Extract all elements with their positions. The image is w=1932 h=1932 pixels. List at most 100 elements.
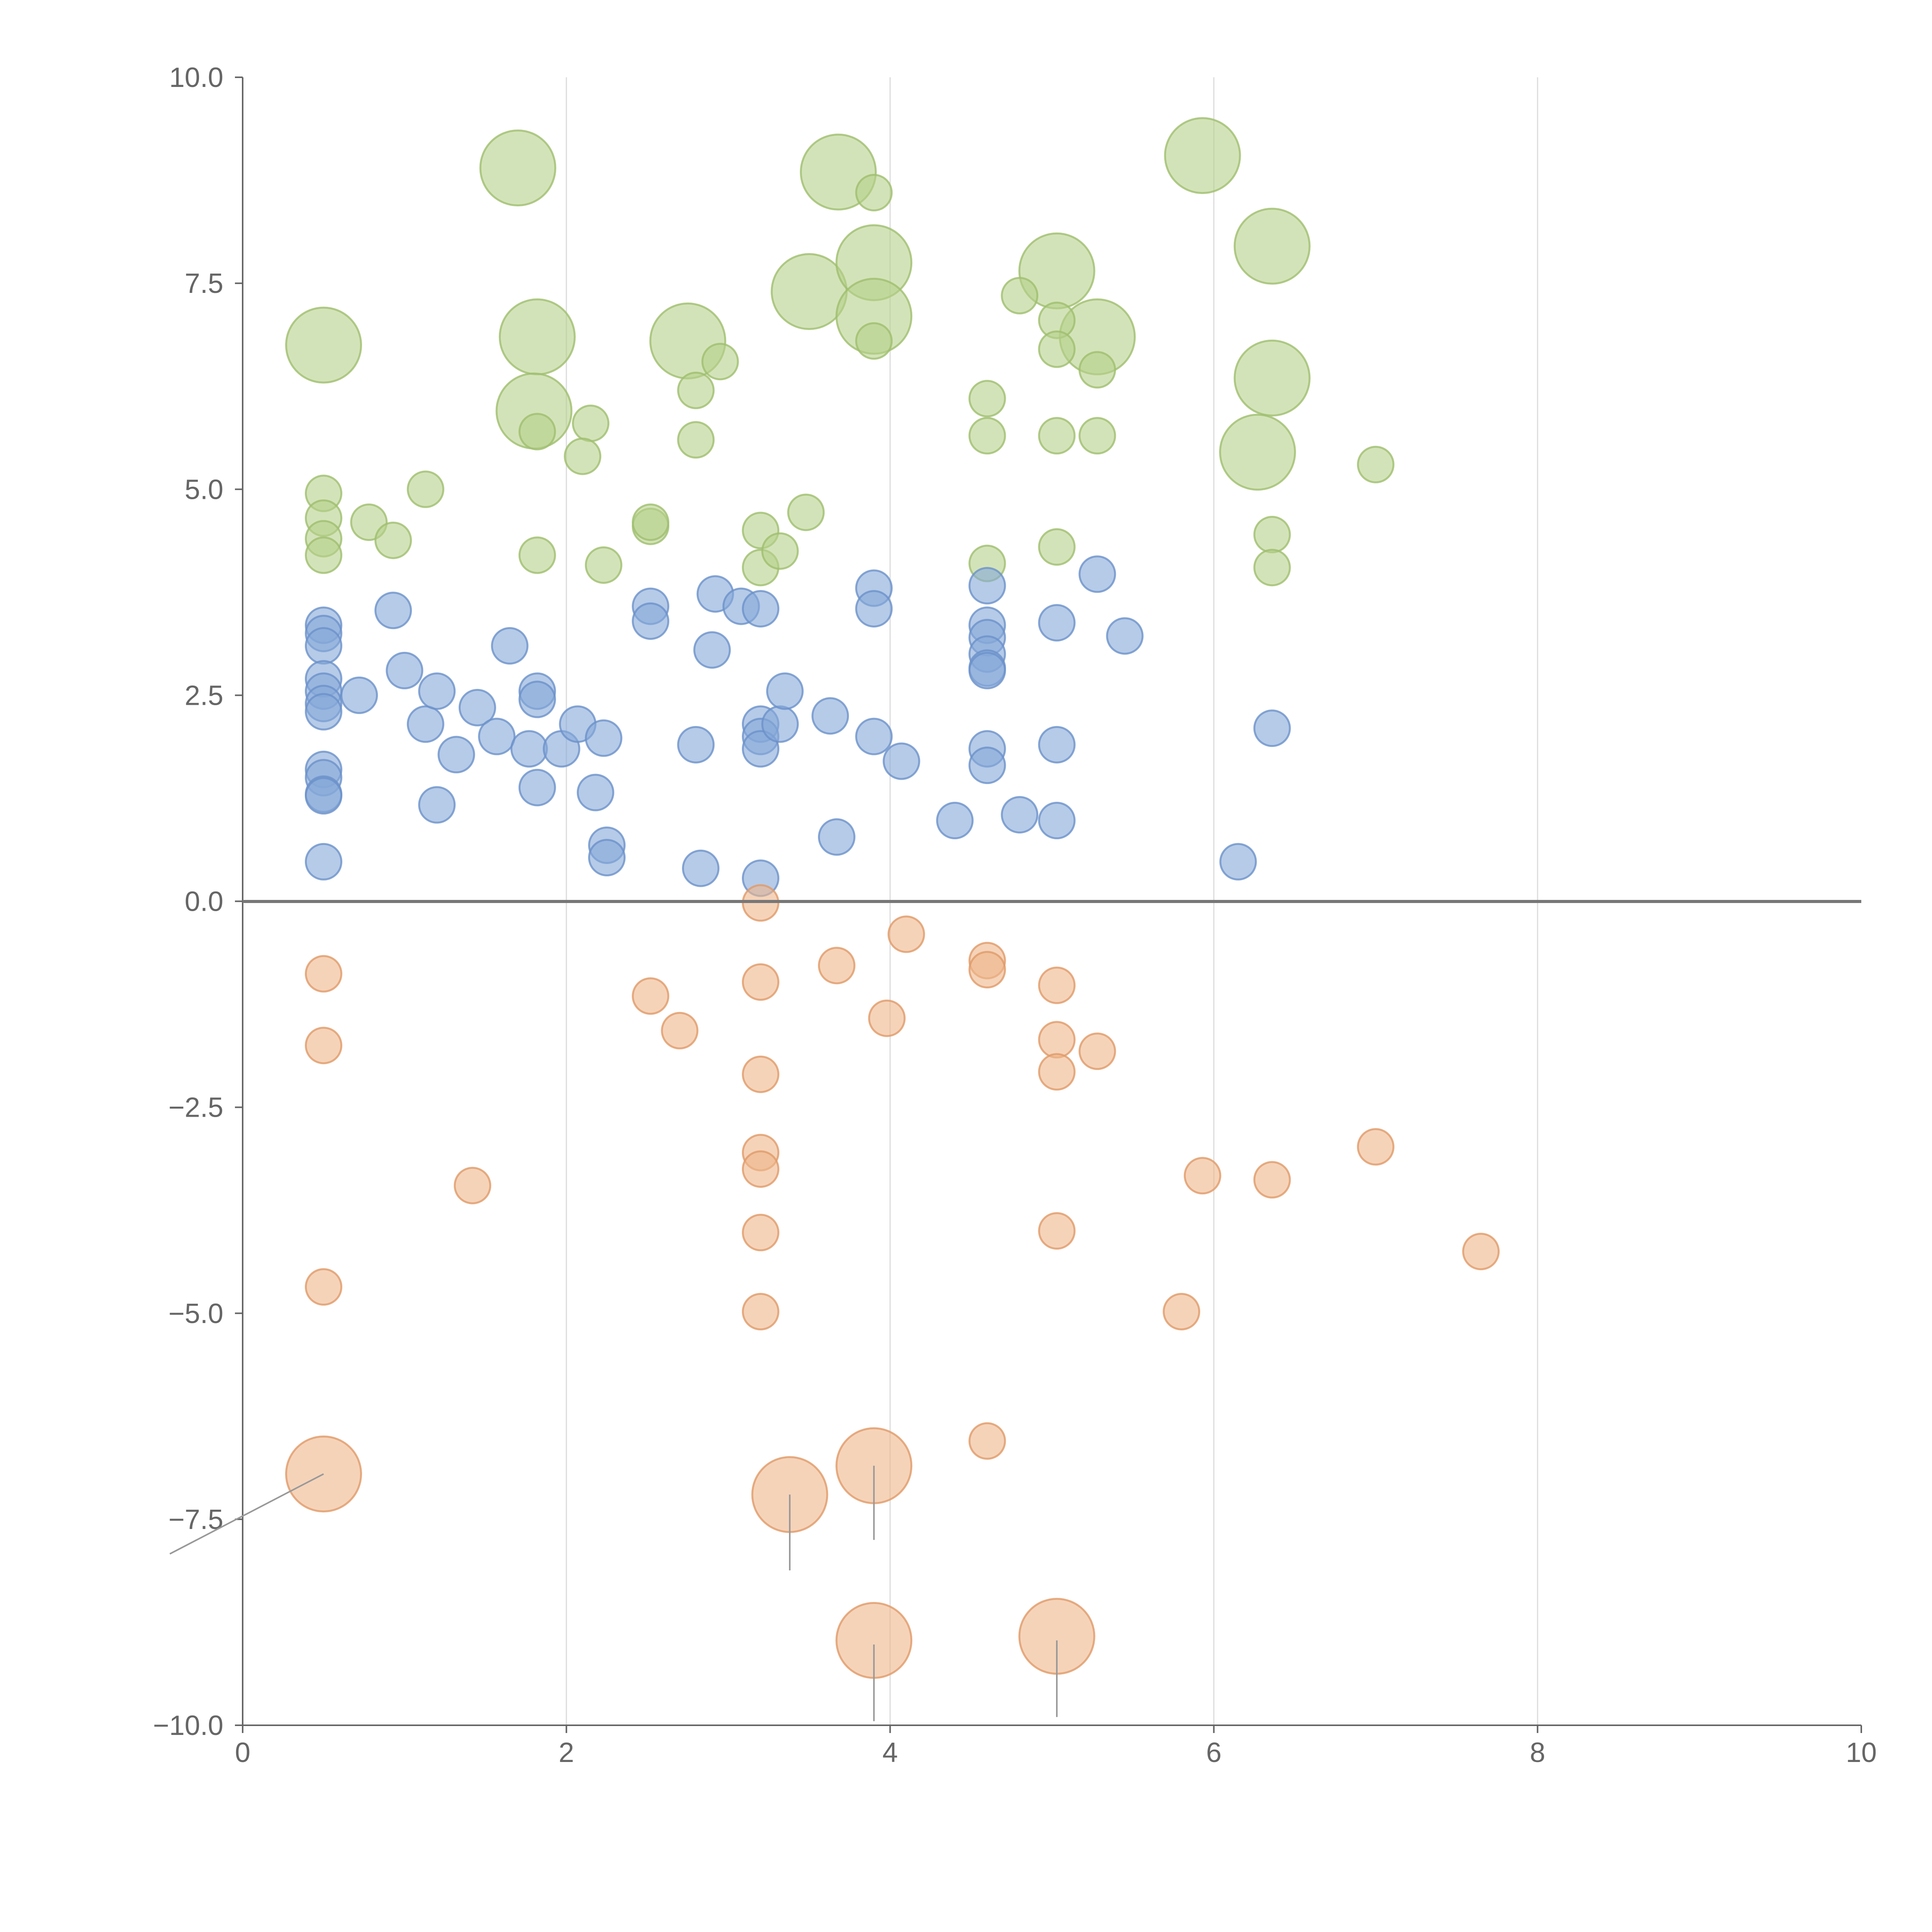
x-tick-label: 4 xyxy=(883,1737,898,1768)
green-bubble xyxy=(1233,207,1311,285)
green-bubble xyxy=(304,536,342,574)
green-bubble xyxy=(564,437,602,475)
blue-bubble xyxy=(632,602,670,640)
green-bubble xyxy=(855,174,893,212)
orange-bubble xyxy=(304,1027,342,1065)
blue-bubble xyxy=(386,651,423,689)
blue-bubble xyxy=(936,802,974,840)
orange-bubble xyxy=(1038,1053,1076,1091)
green-bubble xyxy=(1078,351,1116,389)
x-tick-label: 10 xyxy=(1846,1737,1877,1768)
blue-bubble xyxy=(883,742,920,780)
blue-bubble xyxy=(588,838,626,876)
blue-bubble xyxy=(304,693,342,731)
orange-bubble xyxy=(1038,1212,1076,1250)
blue-bubble xyxy=(518,680,556,718)
blue-bubble xyxy=(677,726,715,764)
green-bubble xyxy=(677,421,715,459)
blue-bubble xyxy=(304,627,342,665)
blue-bubble xyxy=(304,777,342,815)
blue-bubble xyxy=(682,849,719,887)
green-bubble xyxy=(1078,417,1116,455)
blue-bubble xyxy=(478,718,516,755)
blue-bubble xyxy=(1001,796,1039,834)
green-bubble xyxy=(770,253,848,330)
blue-bubble xyxy=(418,672,456,710)
y-tick-label: −5.0 xyxy=(168,1298,223,1329)
green-bubble xyxy=(1253,516,1291,554)
y-tick-label: 5.0 xyxy=(185,474,223,505)
orange-bubble xyxy=(1078,1032,1116,1070)
orange-bubble xyxy=(1357,1128,1395,1166)
x-tick-label: 8 xyxy=(1530,1737,1545,1768)
orange-bubble xyxy=(868,999,906,1037)
green-bubble xyxy=(1038,528,1076,566)
blue-bubble xyxy=(585,719,622,757)
blue-bubble xyxy=(855,718,893,755)
blue-bubble xyxy=(968,747,1006,784)
green-bubble xyxy=(1357,446,1395,483)
blue-bubble xyxy=(855,590,893,628)
orange-bubble xyxy=(742,1214,779,1252)
callout-lines xyxy=(169,1466,1058,1721)
green-bubble xyxy=(761,532,799,570)
green-bubble xyxy=(518,536,556,574)
y-tick-label: 7.5 xyxy=(185,268,223,299)
green-bubble xyxy=(585,546,622,584)
green-bubble xyxy=(518,413,556,451)
green-bubble xyxy=(1038,417,1076,455)
orange-bubble xyxy=(742,1055,779,1093)
blue-bubble xyxy=(406,705,444,743)
y-tick-label: −2.5 xyxy=(168,1092,223,1123)
orange-bubble xyxy=(1163,1293,1201,1330)
blue-bubble xyxy=(437,736,475,774)
blue-bubble xyxy=(458,689,496,726)
blue-bubble xyxy=(1106,617,1144,655)
blue-bubble xyxy=(577,774,614,811)
blue-bubble xyxy=(510,730,548,768)
orange-bubble xyxy=(1462,1233,1500,1270)
x-tick-label: 2 xyxy=(559,1737,574,1768)
blue-bubble xyxy=(766,672,804,710)
y-tick-label: −10.0 xyxy=(153,1710,223,1741)
green-bubble xyxy=(498,298,576,376)
blue-bubble xyxy=(761,705,799,743)
green-bubble xyxy=(968,417,1006,455)
green-bubble xyxy=(1001,277,1039,315)
green-bubble xyxy=(855,322,893,360)
blue-bubble xyxy=(374,592,412,629)
y-tick-label: 10.0 xyxy=(169,62,223,93)
orange-bubble xyxy=(304,955,342,993)
blue-bubble xyxy=(1038,726,1076,764)
orange-bubble xyxy=(742,1293,779,1330)
x-tick-label: 6 xyxy=(1206,1737,1221,1768)
x-axis-ticks: 0 2 4 6 8 10 xyxy=(235,1725,1877,1768)
callout-line xyxy=(169,1473,324,1555)
blue-bubble xyxy=(1078,555,1116,593)
orange-bubble xyxy=(454,1167,492,1204)
orange-bubble xyxy=(968,1422,1006,1460)
y-tick-label: 2.5 xyxy=(185,680,223,711)
orange-bubble xyxy=(887,915,925,953)
y-tick-label: 0.0 xyxy=(185,886,223,917)
blue-bubble xyxy=(742,730,779,768)
green-bubble xyxy=(1219,413,1296,491)
blue-bubble xyxy=(418,786,456,824)
green-bubble xyxy=(632,503,670,541)
data-points xyxy=(285,117,1500,1679)
blue-bubble xyxy=(968,567,1006,605)
orange-bubble xyxy=(304,1268,342,1306)
blue-bubble xyxy=(818,818,855,856)
blue-bubble xyxy=(968,651,1006,689)
green-bubble xyxy=(572,405,610,442)
green-bubble xyxy=(1233,339,1311,417)
orange-bubble xyxy=(968,951,1006,988)
series-blue xyxy=(304,555,1291,897)
orange-bubble xyxy=(1038,966,1076,1004)
green-bubble xyxy=(479,129,556,207)
blue-bubble xyxy=(518,769,556,806)
x-tick-label: 0 xyxy=(235,1737,250,1768)
blue-bubble xyxy=(742,590,779,628)
orange-bubble xyxy=(742,963,779,1001)
